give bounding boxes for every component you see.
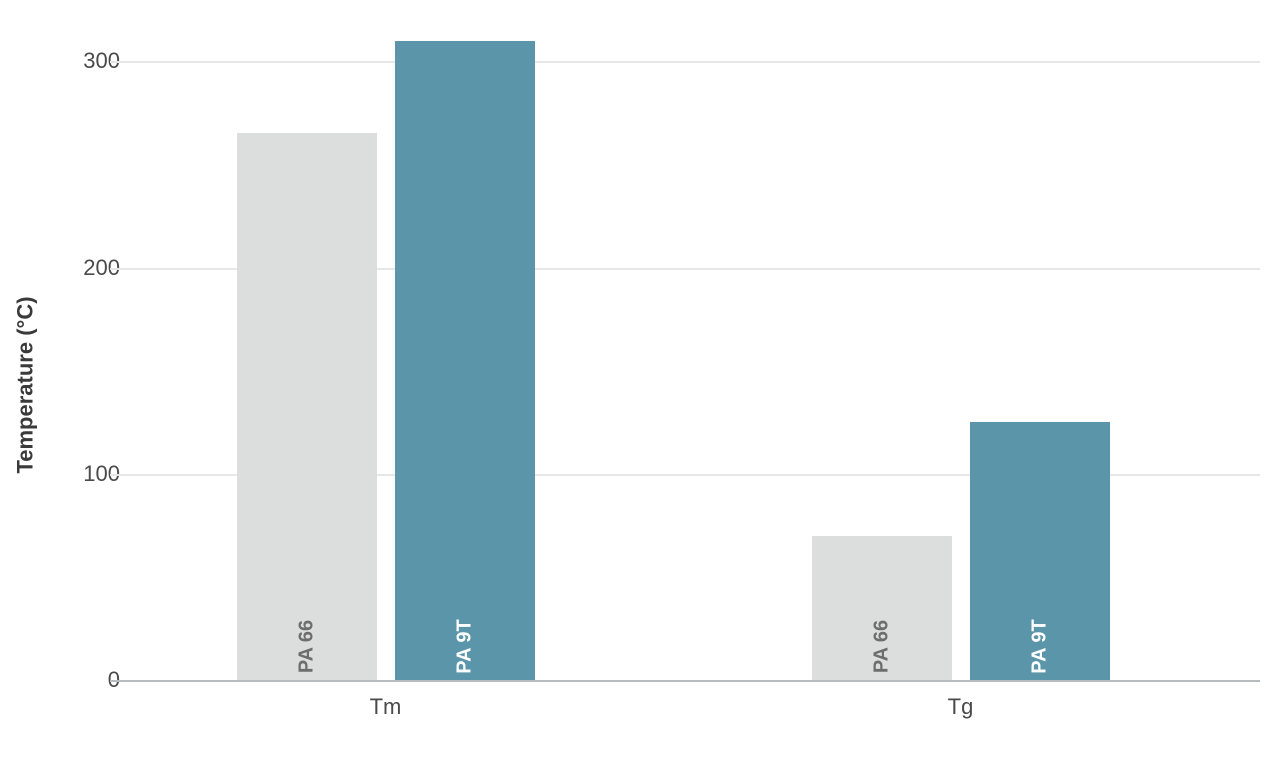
x-category-tg: Tg: [911, 694, 1011, 720]
baseline-0: [110, 680, 1260, 682]
bar-label-tm-pa9t: PA 9T: [453, 619, 476, 673]
bar-label-tg-pa9t: PA 9T: [1028, 619, 1051, 673]
bar-label-tg-pa66: PA 66: [870, 620, 893, 673]
temperature-bar-chart: Temperature (°C) 0 100 200 300 PA 66 PA …: [0, 0, 1280, 769]
bar-tg-pa9t: PA 9T: [970, 422, 1110, 680]
bar-tg-pa66: PA 66: [812, 536, 952, 680]
bar-group-tm: PA 66 PA 9T: [237, 20, 535, 680]
bar-tm-pa9t: PA 9T: [395, 41, 535, 680]
y-axis-label: Temperature (°C): [13, 296, 39, 473]
bar-group-tg: PA 66 PA 9T: [812, 20, 1110, 680]
bar-label-tm-pa66: PA 66: [295, 620, 318, 673]
x-category-tm: Tm: [336, 694, 436, 720]
bar-tm-pa66: PA 66: [237, 133, 377, 680]
plot-area: PA 66 PA 9T PA 66 PA 9T: [110, 20, 1260, 680]
